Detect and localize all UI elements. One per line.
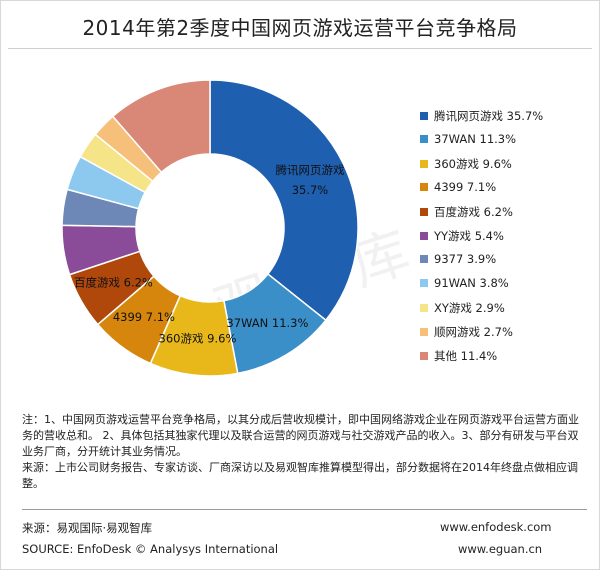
data-label-百度游戏: 百度游戏 6.2%	[74, 276, 153, 290]
legend-label: 9377 3.9%	[434, 252, 497, 266]
legend-label: 37WAN 11.3%	[434, 132, 517, 146]
legend-swatch	[420, 254, 428, 263]
legend-swatch	[420, 111, 428, 120]
legend-swatch	[420, 278, 428, 287]
legend-swatch	[420, 207, 428, 216]
legend-item-yy游戏: YY游戏 5.4%	[420, 228, 504, 248]
legend-swatch	[420, 327, 428, 336]
legend-label: 360游戏 9.6%	[434, 157, 512, 171]
chart-notes: 注：1、中国网页游戏运营平台竞争格局，以其分成后营收规模计，即中国网络游戏企业在…	[22, 412, 584, 492]
footer-divider	[22, 509, 587, 510]
data-label-4399: 4399 7.1%	[113, 310, 175, 324]
data-label-腾讯网页游戏: 腾讯网页游戏	[275, 163, 344, 177]
title-divider	[8, 48, 592, 49]
legend-label: YY游戏 5.4%	[434, 229, 504, 243]
slice-腾讯网页游戏	[209, 79, 359, 322]
legend-item-4399: 4399 7.1%	[420, 180, 496, 200]
chart-title: 2014年第2季度中国网页游戏运营平台竞争格局	[82, 16, 518, 40]
footer-website-eguan[interactable]: www.eguan.cn	[458, 542, 543, 556]
legend-label: 百度游戏 6.2%	[434, 205, 513, 219]
legend-item-360游戏: 360游戏 9.6%	[420, 156, 512, 176]
note-source: 来源：上市公司财务报告、专家访谈、厂商深访以及易观智库推算模型得出，部分数据将在…	[22, 461, 578, 490]
legend-label: XY游戏 2.9%	[434, 301, 505, 315]
legend-label: 91WAN 3.8%	[434, 276, 509, 290]
legend-swatch	[420, 231, 428, 240]
legend-swatch	[420, 159, 428, 168]
legend-label: 4399 7.1%	[434, 180, 497, 194]
data-label-value-腾讯网页游戏: 35.7%	[292, 183, 329, 197]
legend-swatch	[420, 303, 428, 312]
legend-item-腾讯网页游戏: 腾讯网页游戏 35.7%	[420, 108, 543, 128]
legend-label: 顺网游戏 2.7%	[434, 325, 513, 339]
donut-chart: 腾讯网页游戏 35.7% 37WAN 11.3%360游戏 9.6% 4399 7.1…	[61, 79, 359, 377]
footer-source-en: SOURCE: EnfoDesk © Analysys Internationa…	[22, 542, 279, 556]
data-label-37wan: 37WAN 11.3%	[226, 316, 308, 330]
legend-item-91wan: 91WAN 3.8%	[420, 276, 509, 296]
legend-item-百度游戏: 百度游戏 6.2%	[420, 204, 513, 224]
data-label-360游戏: 360游戏 9.6%	[159, 331, 237, 345]
legend-item-37wan: 37WAN 11.3%	[420, 132, 516, 152]
legend-item-xy游戏: XY游戏 2.9%	[420, 300, 505, 320]
legend-label: 其他 11.4%	[434, 349, 498, 363]
slice-其他	[111, 79, 211, 174]
legend-label: 腾讯网页游戏 35.7%	[434, 109, 544, 123]
legend-item-9377: 9377 3.9%	[420, 252, 496, 272]
footer-source-cn: 来源：易观国际·易观智库	[22, 521, 153, 535]
note-definition: 注：1、中国网页游戏运营平台竞争格局，以其分成后营收规模计，即中国网络游戏企业在…	[22, 413, 579, 458]
legend-swatch	[420, 351, 428, 360]
legend-item-顺网游戏: 顺网游戏 2.7%	[420, 324, 513, 344]
legend-swatch	[420, 134, 428, 143]
legend-item-其他: 其他 11.4%	[420, 348, 497, 368]
footer-website-enfodesk[interactable]: www.enfodesk.com	[440, 520, 552, 534]
legend-swatch	[420, 182, 428, 191]
